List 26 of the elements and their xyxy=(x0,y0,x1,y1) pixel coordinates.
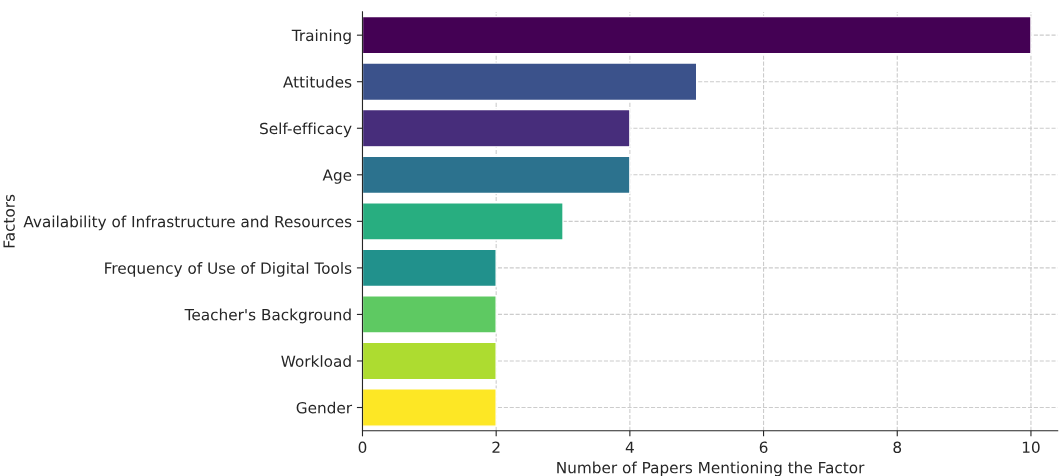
x-tick-label: 6 xyxy=(759,441,768,454)
bar xyxy=(362,62,698,102)
x-tick-label: 0 xyxy=(358,441,367,454)
y-tick-label: Teacher's Background xyxy=(184,308,351,324)
x-tick-label: 8 xyxy=(893,441,902,454)
bar xyxy=(362,341,497,381)
bar xyxy=(362,155,631,195)
x-tick-label: 4 xyxy=(625,441,634,453)
y-tick-label: Self-efficacy xyxy=(260,122,352,138)
y-tick-label: Training xyxy=(291,29,351,45)
bar xyxy=(362,388,497,427)
bar xyxy=(362,15,1032,55)
y-tick-label: Workload xyxy=(281,355,351,367)
x-tick-label: 10 xyxy=(1022,441,1040,454)
y-axis-title: Factors xyxy=(3,194,15,248)
y-tick-label: Gender xyxy=(296,401,353,414)
x-tick-label: 2 xyxy=(492,441,500,453)
y-tick-label: Attitudes xyxy=(283,75,352,88)
y-tick-label: Availability of Infrastructure and Resources xyxy=(23,215,352,231)
y-tick-label: Frequency of Use of Digital Tools xyxy=(105,262,352,277)
bar xyxy=(362,108,631,148)
bar xyxy=(362,248,497,288)
y-tick-label: Age xyxy=(322,169,352,184)
x-axis-title: Number of Papers Mentioning the Factor xyxy=(557,461,865,476)
bar xyxy=(362,295,497,334)
bar xyxy=(362,202,564,241)
